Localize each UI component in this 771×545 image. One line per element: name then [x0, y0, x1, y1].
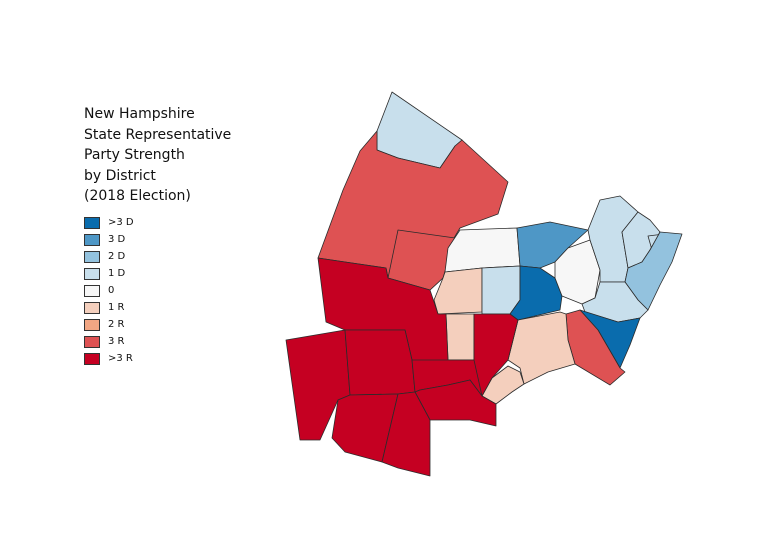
legend-swatch — [84, 318, 100, 331]
legend-label: 0 — [108, 285, 115, 296]
title-line: Party Strength — [84, 147, 185, 163]
district-central-south-blue[interactable] — [481, 265, 521, 315]
district-central-west[interactable] — [387, 229, 456, 291]
legend-label: >3 R — [108, 353, 133, 364]
legend-label: 1 D — [108, 268, 126, 279]
map-legend: >3 D 3 D 2 D 1 D 0 1 R 2 R 3 R >3 R — [84, 214, 134, 367]
map-title: New Hampshire State Representative Party… — [84, 104, 231, 207]
legend-item: 1 R — [84, 299, 134, 316]
legend-item: 1 D — [84, 265, 134, 282]
title-line: State Representative — [84, 126, 232, 143]
legend-swatch — [84, 352, 100, 365]
legend-swatch — [84, 301, 100, 314]
title-line: New Hampshire — [84, 106, 195, 122]
district-central-narrow[interactable] — [445, 313, 475, 361]
legend-item: >3 D — [84, 214, 134, 231]
legend-item: 2 D — [84, 248, 134, 265]
legend-swatch — [84, 284, 100, 297]
legend-item: 2 R — [84, 316, 134, 333]
legend-swatch — [84, 267, 100, 280]
legend-label: 2 D — [108, 251, 126, 262]
district-south-d[interactable] — [381, 391, 431, 477]
district-southwest-b[interactable] — [344, 329, 416, 396]
legend-label: 2 R — [108, 319, 125, 330]
legend-label: >3 D — [108, 217, 134, 228]
title-line: by District — [84, 167, 156, 184]
legend-item: 0 — [84, 282, 134, 299]
legend-swatch — [84, 335, 100, 348]
legend-item: 3 D — [84, 231, 134, 248]
legend-swatch — [84, 233, 100, 246]
legend-label: 3 D — [108, 234, 126, 245]
legend-item: 3 R — [84, 333, 134, 350]
district-south-b[interactable] — [414, 379, 497, 427]
legend-swatch — [84, 250, 100, 263]
district-central-dark-blue[interactable] — [509, 265, 563, 321]
district-south-pale-a[interactable] — [507, 311, 576, 385]
legend-label: 3 R — [108, 336, 125, 347]
legend-swatch — [84, 216, 100, 229]
legend-item: >3 R — [84, 350, 134, 367]
title-line: (2018 Election) — [84, 188, 191, 204]
legend-label: 1 R — [108, 302, 125, 313]
